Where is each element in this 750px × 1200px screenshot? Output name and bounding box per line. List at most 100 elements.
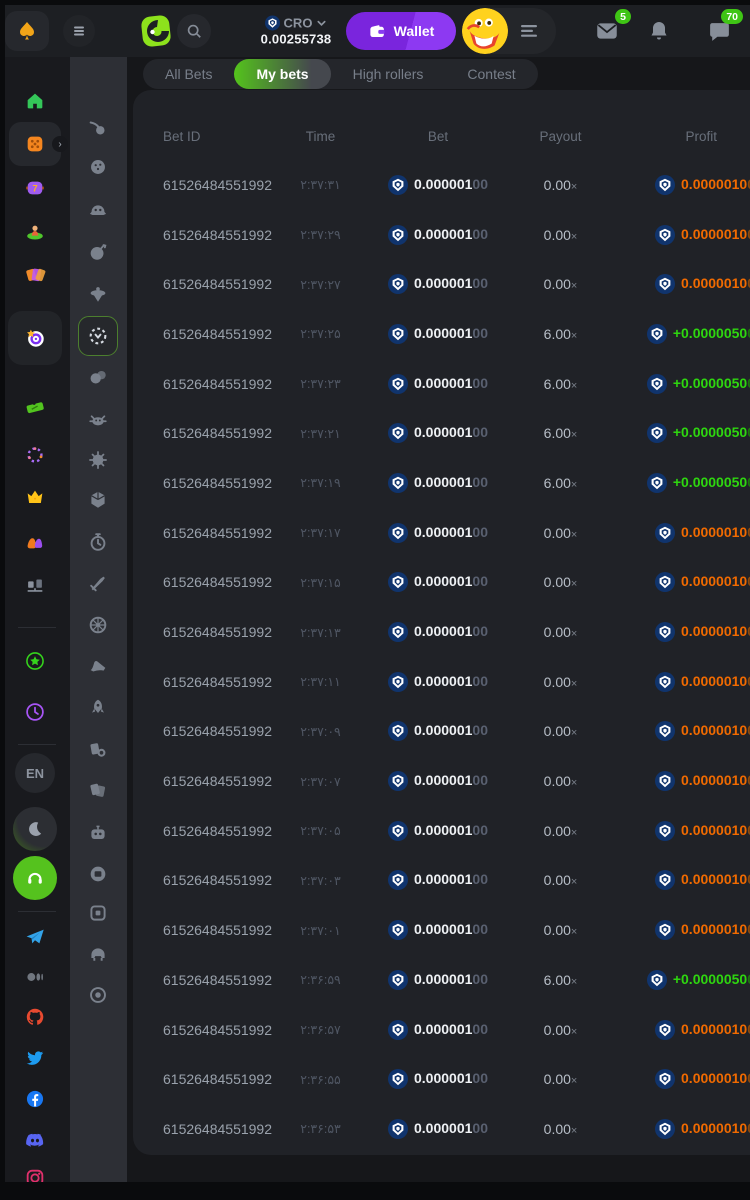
sidebar-item-recent[interactable]	[13, 690, 57, 734]
sidebar-item-trading[interactable]	[13, 563, 57, 607]
sidebar-item-promotions[interactable]	[13, 252, 57, 296]
tab-my-bets[interactable]: My bets	[234, 59, 331, 89]
sidebar-item-facebook[interactable]	[13, 1077, 57, 1121]
table-row[interactable]: 61526484551992 ۲:۳۷:۰۵ 0.00000100 0.00× 0.00…	[133, 806, 750, 856]
table-row[interactable]: 61526484551992 ۲:۳۷:۲۷ 0.00000100 0.00× 0.00…	[133, 259, 750, 309]
game-item-slot[interactable]	[80, 856, 116, 892]
cro-coin-icon	[388, 1019, 408, 1040]
spade-logo-button[interactable]	[5, 11, 49, 51]
notifications-button[interactable]	[643, 15, 675, 47]
game-item-keno[interactable]	[80, 442, 116, 478]
table-row[interactable]: 61526484551992 ۲:۳۷:۱۹ 0.00000100 6.00× +0.0…	[133, 458, 750, 508]
game-item-robot[interactable]	[80, 815, 116, 851]
table-row[interactable]: 61526484551992 ۲:۳۷:۲۹ 0.00000100 0.00× 0.00…	[133, 210, 750, 260]
promotions-icon	[24, 263, 46, 285]
sidebar-item-language[interactable]: EN	[13, 751, 57, 795]
sidebar-item-bonus-star[interactable]	[13, 639, 57, 683]
cro-coin-icon	[655, 174, 676, 195]
sidebar-item-telegram[interactable]	[13, 915, 57, 959]
game-item-plinko[interactable]	[80, 149, 116, 185]
game-item-crab[interactable]	[80, 401, 116, 437]
bet-amount: 0.00000100	[358, 472, 518, 493]
game-item-spinner[interactable]	[80, 276, 116, 312]
tab-contest[interactable]: Contest	[467, 66, 516, 82]
dice-cube-icon	[87, 489, 109, 511]
sidebar-item-lottery[interactable]	[13, 385, 57, 429]
table-row[interactable]: 61526484551992 ۲:۳۷:۰۹ 0.00000100 0.00× 0.00…	[133, 707, 750, 757]
wallet-button[interactable]: Wallet	[346, 12, 456, 50]
cro-coin-icon	[388, 373, 408, 394]
game-item-stopwatch[interactable]	[80, 524, 116, 560]
bet-list-icon[interactable]	[520, 24, 538, 38]
game-item-cards[interactable]	[80, 773, 116, 809]
sidebar-item-support[interactable]	[13, 856, 57, 900]
game-item-box[interactable]	[80, 895, 116, 931]
game-item-sword[interactable]	[80, 565, 116, 601]
bet-amount: 0.00000100	[358, 423, 518, 444]
table-row[interactable]: 61526484551992 ۲:۳۶:۵۷ 0.00000100 0.00× 0.00…	[133, 1005, 750, 1055]
currency-selector[interactable]: CRO 0.00255738	[248, 15, 344, 47]
payout-multiplier: 0.00×	[543, 673, 578, 690]
table-row[interactable]: 61526484551992 ۲:۳۷:۱۵ 0.00000100 0.00× 0.00…	[133, 558, 750, 608]
game-item-poker-chip[interactable]	[80, 732, 116, 768]
sidebar-item-affiliate[interactable]	[13, 519, 57, 563]
bet-amount: 0.00000100	[358, 323, 518, 344]
sidebar-item-ring[interactable]	[13, 433, 57, 477]
game-item-bomb[interactable]	[80, 234, 116, 270]
bet-amount: 0.00000100	[358, 224, 518, 245]
site-logo[interactable]	[138, 13, 174, 49]
game-item-wheel[interactable]	[80, 607, 116, 643]
bet-amount: 0.00000100	[358, 572, 518, 593]
game-item-coinflip[interactable]	[80, 359, 116, 395]
table-row[interactable]: 61526484551992 ۲:۳۷:۱۳ 0.00000100 0.00× 0.00…	[133, 607, 750, 657]
table-row[interactable]: 61526484551992 ۲:۳۷:۱۱ 0.00000100 0.00× 0.00…	[133, 657, 750, 707]
sidebar-item-twitter[interactable]	[13, 1036, 57, 1080]
table-row[interactable]: 61526484551992 ۲:۳۶:۵۹ 0.00000100 6.00× +0.0…	[133, 955, 750, 1005]
table-row[interactable]: 61526484551992 ۲:۳۶:۵۳ 0.00000100 0.00× 0.00…	[133, 1104, 750, 1154]
game-item-monster[interactable]	[80, 192, 116, 228]
vip-icon	[24, 486, 46, 508]
profit-amount: 0.00000100	[603, 671, 750, 692]
table-row[interactable]: 61526484551992 ۲:۳۷:۰۷ 0.00000100 0.00× 0.00…	[133, 756, 750, 806]
table-row[interactable]: 61526484551992 ۲:۳۷:۱۷ 0.00000100 0.00× 0.00…	[133, 508, 750, 558]
column-header-bet-id: Bet ID	[163, 129, 201, 144]
game-item-hat[interactable]	[80, 648, 116, 684]
game-item-crash[interactable]	[80, 110, 116, 146]
sidebar-item-home[interactable]	[13, 79, 57, 123]
bet-amount: 0.00000100	[358, 771, 518, 792]
table-row[interactable]: 61526484551992 ۲:۳۷:۲۳ 0.00000100 6.00× +0.0…	[133, 359, 750, 409]
search-button[interactable]	[177, 14, 211, 48]
sidebar-item-github[interactable]	[13, 995, 57, 1039]
sidebar-item-slots[interactable]: 7	[13, 166, 57, 210]
game-item-target[interactable]	[80, 977, 116, 1013]
sidebar-item-live-casino[interactable]	[13, 209, 57, 253]
tab-high-rollers[interactable]: High rollers	[352, 66, 424, 82]
table-row[interactable]: 61526484551992 ۲:۳۷:۲۱ 0.00000100 6.00× +0.0…	[133, 408, 750, 458]
table-row[interactable]: 61526484551992 ۲:۳۷:۲۵ 0.00000100 6.00× +0.0…	[133, 309, 750, 359]
table-row[interactable]: 61526484551992 ۲:۳۶:۵۵ 0.00000100 0.00× 0.00…	[133, 1054, 750, 1104]
sidebar-item-casino[interactable]: ›	[9, 122, 68, 166]
menu-toggle-button[interactable]	[63, 15, 95, 47]
mail-button[interactable]: 5	[591, 9, 631, 47]
table-row[interactable]: 61526484551992 ۲:۳۷:۰۳ 0.00000100 0.00× 0.00…	[133, 856, 750, 906]
payout-multiplier: 6.00×	[543, 425, 578, 442]
game-item-rocket[interactable]	[80, 690, 116, 726]
cro-coin-icon	[388, 721, 408, 742]
chat-button[interactable]: 70	[703, 9, 743, 47]
sidebar-item-medium[interactable]	[13, 955, 57, 999]
sidebar-item-bonus-dart[interactable]	[8, 311, 62, 365]
sidebar-item-theme-toggle[interactable]	[13, 807, 57, 851]
cro-coin-icon	[655, 671, 676, 692]
language-button[interactable]: EN	[15, 753, 55, 793]
game-item-dice-cube[interactable]	[80, 482, 116, 518]
tab-all-bets[interactable]: All Bets	[165, 66, 213, 82]
game-item-helmet[interactable]	[80, 936, 116, 972]
bet-time: ۲:۳۷:۱۷	[300, 526, 341, 541]
sidebar-item-discord[interactable]	[13, 1118, 57, 1162]
table-row[interactable]: 61526484551992 ۲:۳۷:۰۱ 0.00000100 0.00× 0.00…	[133, 905, 750, 955]
game-item-limbo[interactable]	[78, 316, 118, 356]
logo-icon	[138, 13, 174, 49]
sidebar-item-vip[interactable]	[13, 475, 57, 519]
avatar[interactable]	[462, 8, 508, 54]
table-row[interactable]: 61526484551992 ۲:۳۷:۳۱ 0.00000100 0.00× 0.00…	[133, 160, 750, 210]
